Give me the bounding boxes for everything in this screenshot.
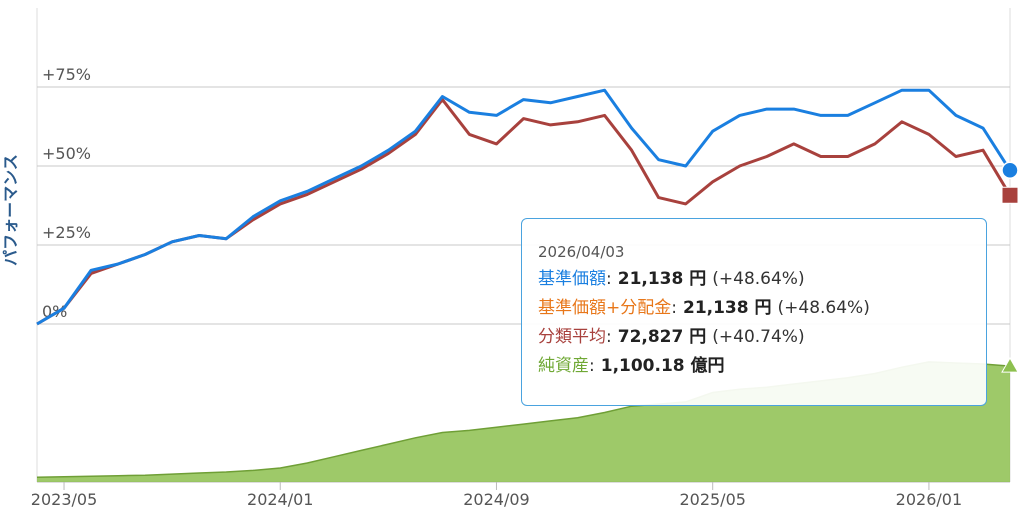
y-tick-label: +25% (42, 223, 91, 242)
tooltip: 2026/04/03 基準価額: 21,138 円 (+48.64%) 基準価額+分配… (521, 218, 987, 406)
tooltip-row: 分類平均: 72,827 円 (+40.74%) (538, 323, 986, 352)
tooltip-value: 21,138 円 (617, 269, 707, 289)
y-tick-label: +75% (42, 65, 91, 84)
x-tick-label: 2026/01 (896, 490, 962, 509)
tooltip-label: 基準価額 (538, 269, 606, 289)
x-tick-label: 2024/09 (463, 490, 529, 509)
tooltip-row: 基準価額: 21,138 円 (+48.64%) (538, 265, 986, 294)
tooltip-sep: : (589, 356, 595, 376)
line (36, 88, 1012, 326)
tooltip-value: 1,100.18 億円 (600, 356, 725, 376)
tooltip-row: 純資産: 1,100.18 億円 (538, 352, 986, 381)
tooltip-value: 21,138 円 (682, 298, 772, 318)
tooltip-label: 純資産 (538, 356, 589, 376)
tooltip-label: 分類平均 (538, 327, 606, 347)
x-tick-label: 2025/05 (679, 490, 745, 509)
y-axis-label: パフォーマンス (1, 154, 20, 266)
tooltip-value: 72,827 円 (617, 327, 707, 347)
end-marker (1001, 357, 1019, 373)
tooltip-date: 2026/04/03 (538, 243, 625, 261)
tooltip-sep: : (671, 298, 677, 318)
y-tick-label: +50% (42, 144, 91, 163)
tooltip-change: (+48.64%) (777, 298, 870, 318)
tooltip-sep: : (606, 269, 612, 289)
tooltip-label: 基準価額+分配金 (538, 298, 672, 318)
x-tick-label: 2023/05 (31, 490, 97, 509)
x-tick-label: 2024/01 (247, 490, 313, 509)
end-marker (1001, 186, 1019, 204)
tooltip-row: 基準価額+分配金: 21,138 円 (+48.64%) (538, 294, 986, 323)
tooltip-change: (+48.64%) (712, 269, 805, 289)
tooltip-sep: : (606, 327, 612, 347)
end-marker (1001, 161, 1019, 180)
tooltip-change: (+40.74%) (712, 327, 805, 347)
